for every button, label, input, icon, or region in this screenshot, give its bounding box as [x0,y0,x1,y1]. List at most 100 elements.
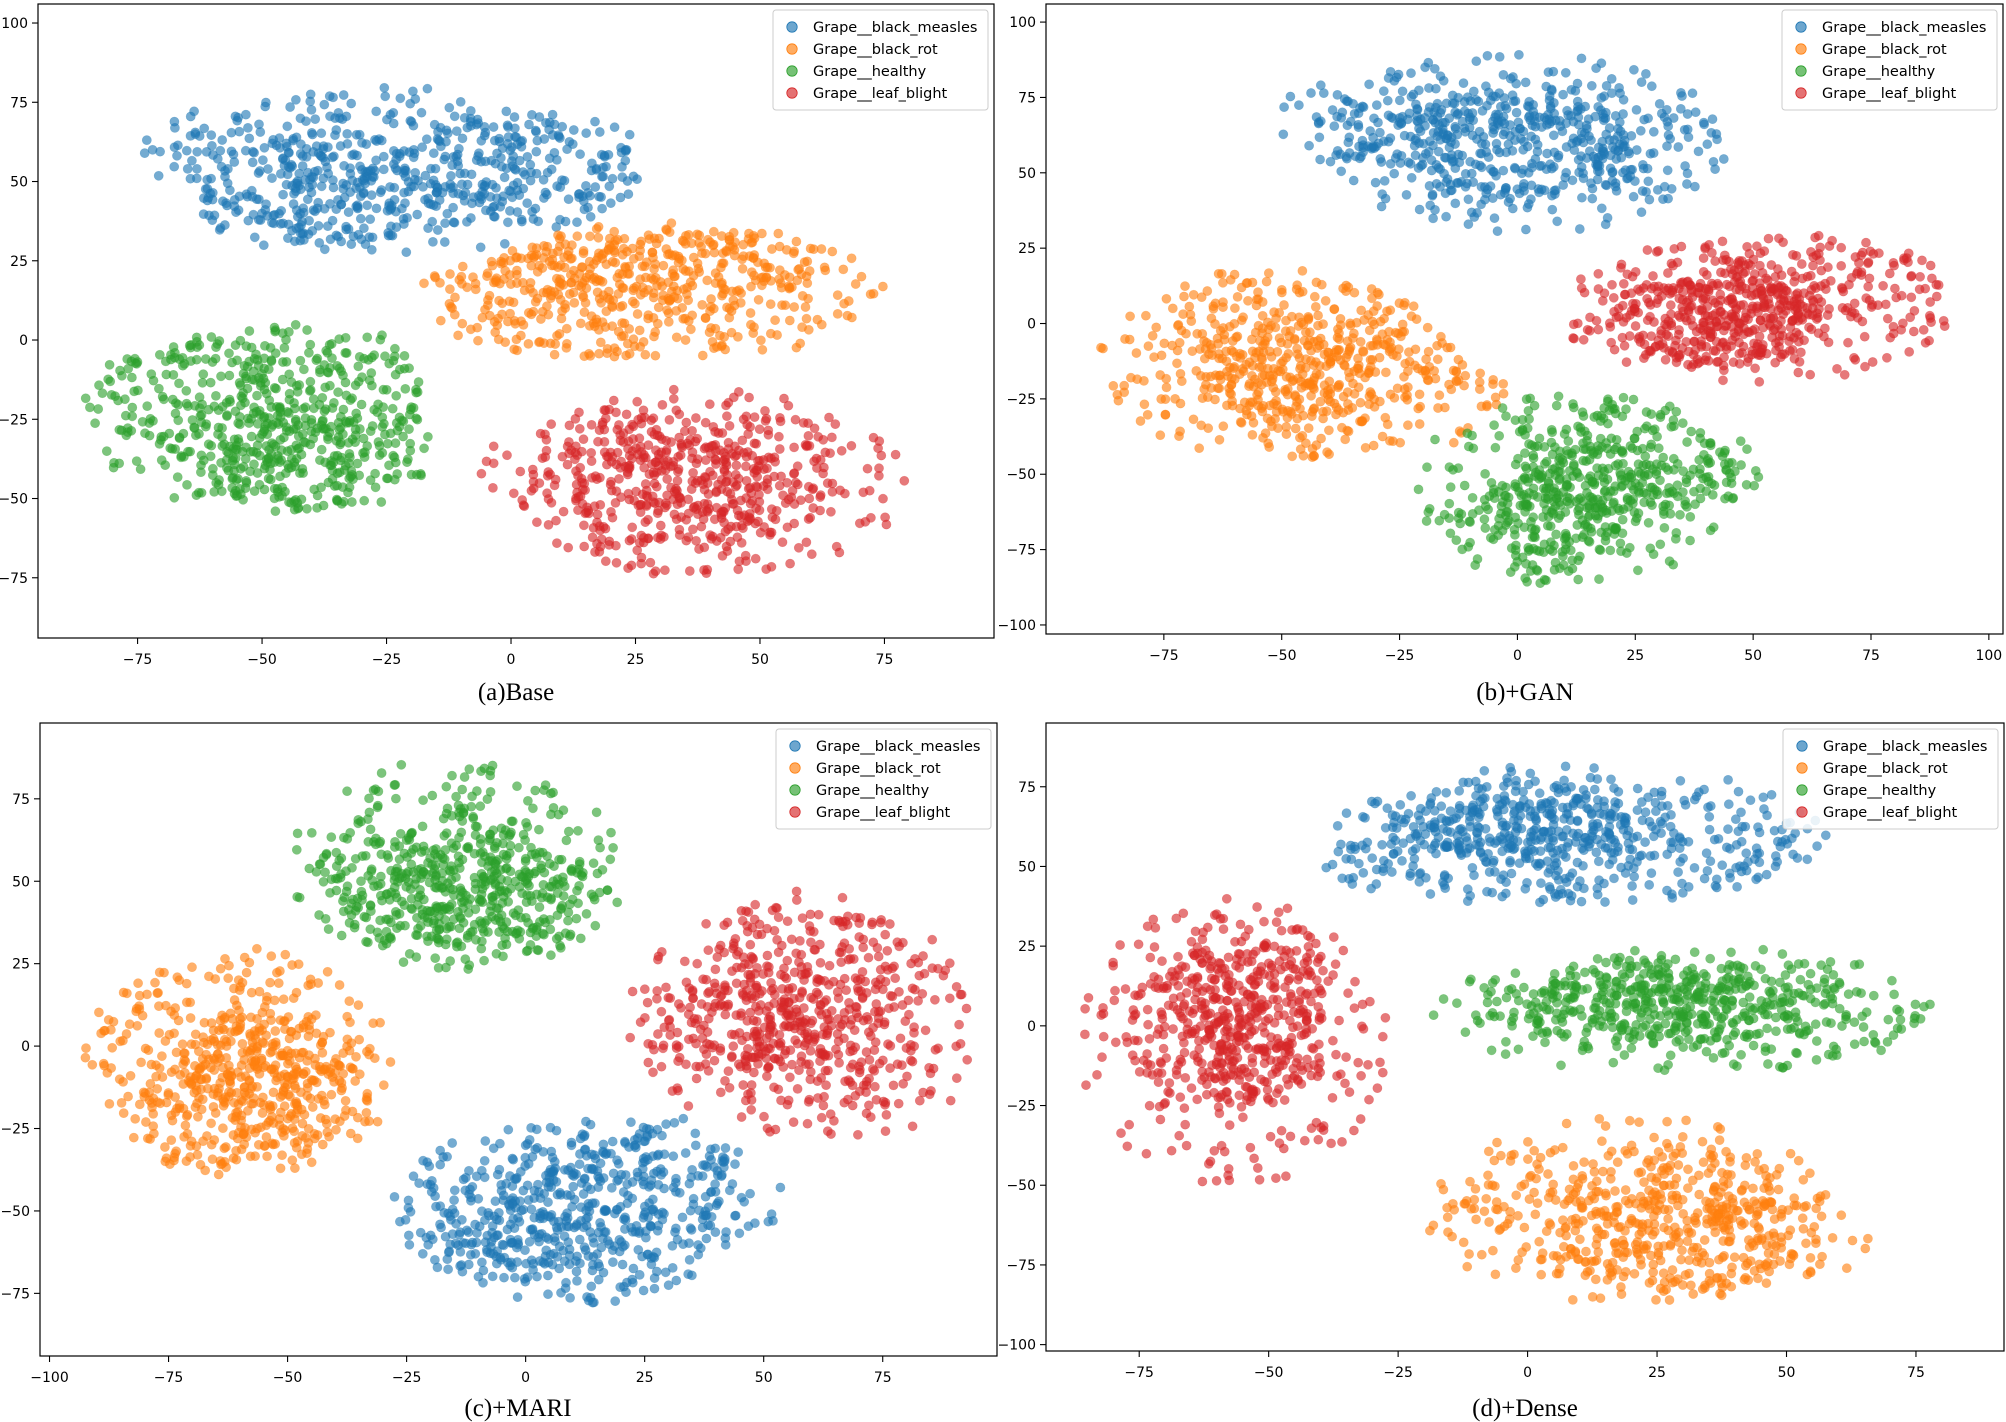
point [1437,118,1448,128]
point [430,163,441,174]
point [505,308,515,319]
point [710,426,720,437]
point [310,427,321,438]
point [1392,351,1402,362]
point [564,289,575,299]
point [248,209,259,220]
point [1318,339,1329,350]
point [590,182,601,192]
point [598,290,609,300]
point [1521,394,1532,405]
point [1296,382,1307,393]
point [709,247,720,258]
point [641,490,652,501]
y-tick-label: 100 [1,16,28,32]
point [1253,394,1263,405]
point [1257,310,1268,321]
point [301,503,312,514]
point [1494,52,1505,62]
point [1628,394,1639,405]
point [1369,401,1380,412]
point [1139,375,1149,386]
point [427,216,438,227]
point [1241,278,1252,289]
point [669,271,680,282]
point [523,338,534,349]
y-tick-label: −75 [1006,543,1036,559]
point [1303,313,1314,324]
point [1572,96,1583,107]
point [763,429,774,440]
point [1560,172,1571,183]
point [1510,479,1521,489]
point [1502,498,1513,509]
point [1343,282,1354,293]
point [557,175,567,185]
cluster-Grape__black_rot [419,218,888,362]
point [638,532,649,543]
point [673,466,683,477]
point [1618,392,1629,403]
point [789,302,800,312]
point [1609,344,1620,355]
point [328,397,339,408]
point [1707,247,1717,258]
point [607,512,618,523]
point [1731,303,1741,314]
point [1510,135,1520,145]
point [1548,66,1559,77]
point [404,424,414,434]
point [169,161,180,172]
point [374,440,385,451]
panel-caption: (b)+GAN [1476,679,1573,706]
point [1270,386,1281,397]
point [1377,431,1388,442]
point [749,233,760,243]
point [1683,276,1693,287]
point [1414,419,1425,429]
point [108,462,119,473]
point [203,404,214,415]
point [1656,329,1666,340]
point [301,143,312,154]
point [94,380,104,391]
point [1419,113,1430,123]
point [1437,338,1447,348]
point [196,409,207,420]
point [129,386,140,397]
y-tick-label: 75 [1018,90,1036,106]
point [648,312,659,323]
point [1349,287,1360,298]
point [217,135,228,145]
point [1445,528,1456,539]
point [380,91,391,102]
point [1353,119,1364,130]
point [1699,449,1709,460]
point [1568,319,1579,330]
point [1574,224,1585,234]
y-tick-label: 25 [1018,241,1036,257]
point [350,437,360,448]
point [390,163,401,174]
point [422,83,433,94]
point [274,402,285,413]
point [1621,548,1632,558]
point [345,471,356,482]
point [212,153,223,164]
point [635,245,646,256]
point [229,434,240,445]
point [1791,250,1802,261]
point [514,155,525,166]
point [499,238,510,249]
point [1660,462,1671,473]
point [189,106,199,117]
point [1213,338,1224,349]
point [624,535,635,546]
point [1230,303,1240,314]
point [1196,420,1207,431]
y-tick-label: 50 [1018,166,1036,182]
point [575,318,586,329]
point [1530,532,1540,543]
point [511,252,521,263]
point [226,127,237,138]
